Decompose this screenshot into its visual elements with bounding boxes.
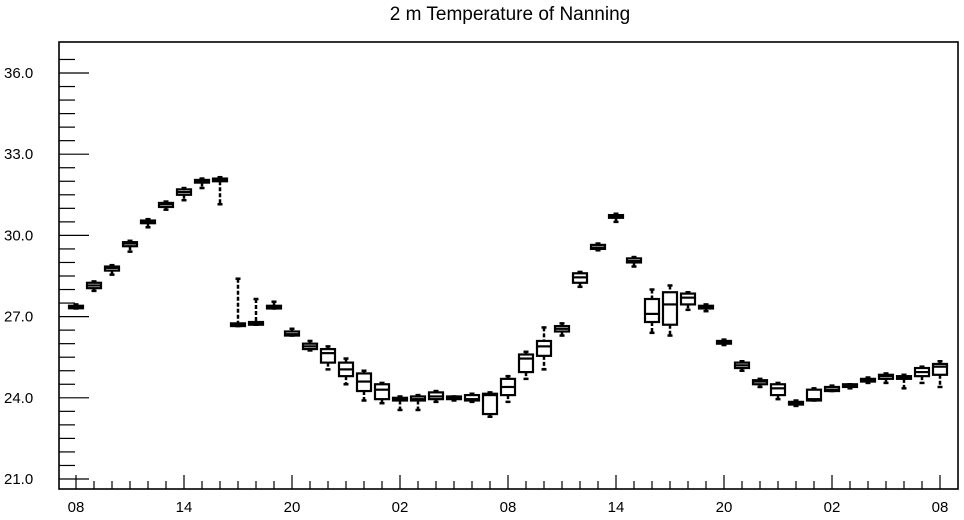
box-mark — [355, 369, 373, 402]
box-mark — [499, 374, 517, 404]
box-body — [805, 388, 823, 402]
box-mark — [265, 300, 283, 310]
x-tick-label: 02 — [392, 499, 409, 516]
box-mark — [463, 392, 481, 404]
y-axis: 21.0 24.0 27.0 30.0 33.0 36.0 — [4, 58, 89, 488]
box-mark — [85, 280, 103, 293]
box-mark — [193, 177, 211, 190]
y-tick-label: 24.0 — [4, 390, 33, 407]
x-tick-label: 08 — [68, 499, 85, 516]
box-body — [319, 347, 337, 364]
box-mark — [931, 360, 949, 389]
box-series — [67, 175, 949, 418]
box-mark — [481, 391, 499, 418]
box-mark — [337, 357, 355, 386]
x-tick-label: 08 — [932, 499, 949, 516]
box-mark — [103, 263, 121, 276]
box-mark — [175, 186, 193, 202]
box-body — [769, 383, 787, 397]
y-tick-label: 33.0 — [4, 146, 33, 163]
box-mark — [391, 395, 409, 412]
box-body — [679, 292, 697, 306]
box-mark — [139, 217, 157, 229]
box-mark — [643, 288, 661, 335]
box-body — [535, 339, 553, 357]
box-mark — [571, 270, 589, 289]
box-mark — [841, 383, 859, 390]
box-mark — [589, 242, 607, 252]
box-mark — [859, 376, 877, 385]
box-mark — [607, 212, 625, 224]
box-mark — [679, 290, 697, 312]
box-mark — [553, 322, 571, 337]
x-tick-label: 20 — [716, 499, 733, 516]
x-tick-label: 14 — [176, 499, 193, 516]
box-mark — [625, 255, 643, 268]
x-tick-label: 08 — [500, 499, 517, 516]
box-mark — [409, 393, 427, 412]
box-body — [661, 291, 679, 326]
box-mark — [895, 373, 913, 390]
box-mark — [247, 297, 265, 326]
y-tick-label: 21.0 — [4, 471, 33, 488]
box-mark — [787, 399, 805, 408]
box-mark — [67, 303, 85, 310]
y-tick-label: 36.0 — [4, 65, 33, 82]
y-tick-label: 27.0 — [4, 309, 33, 326]
box-mark — [733, 360, 751, 372]
box-mark — [211, 175, 229, 206]
x-tick-label: 20 — [284, 499, 301, 516]
box-mark — [283, 327, 301, 337]
box-mark — [301, 339, 319, 352]
box-body — [463, 393, 481, 402]
box-mark — [319, 345, 337, 371]
box-body — [517, 353, 535, 374]
box-mark — [229, 277, 247, 328]
x-tick-label: 02 — [824, 499, 841, 516]
box-mark — [517, 350, 535, 381]
box-body — [373, 383, 391, 401]
box-mark — [121, 239, 139, 253]
box-mark — [751, 377, 769, 389]
box-mark — [877, 372, 895, 385]
box-mark — [427, 389, 445, 404]
box-mark — [823, 384, 841, 393]
box-mark — [373, 381, 391, 405]
box-mark — [445, 395, 463, 402]
box-mark — [805, 387, 823, 402]
box-body — [481, 392, 499, 416]
box-body — [643, 297, 661, 324]
box-mark — [535, 326, 553, 371]
x-axis: 08 14 20 02 08 14 20 02 08 — [68, 475, 949, 516]
x-tick-label: 14 — [608, 499, 625, 516]
box-mark — [697, 303, 715, 313]
plot-frame — [58, 41, 959, 490]
y-tick-label: 30.0 — [4, 227, 33, 244]
chart-title: 2 m Temperature of Nanning — [389, 4, 631, 25]
box-mark — [715, 338, 733, 347]
box-mark — [661, 284, 679, 337]
box-mark — [769, 381, 787, 401]
box-body — [931, 362, 949, 376]
box-mark — [157, 200, 175, 211]
box-mark — [913, 365, 931, 385]
